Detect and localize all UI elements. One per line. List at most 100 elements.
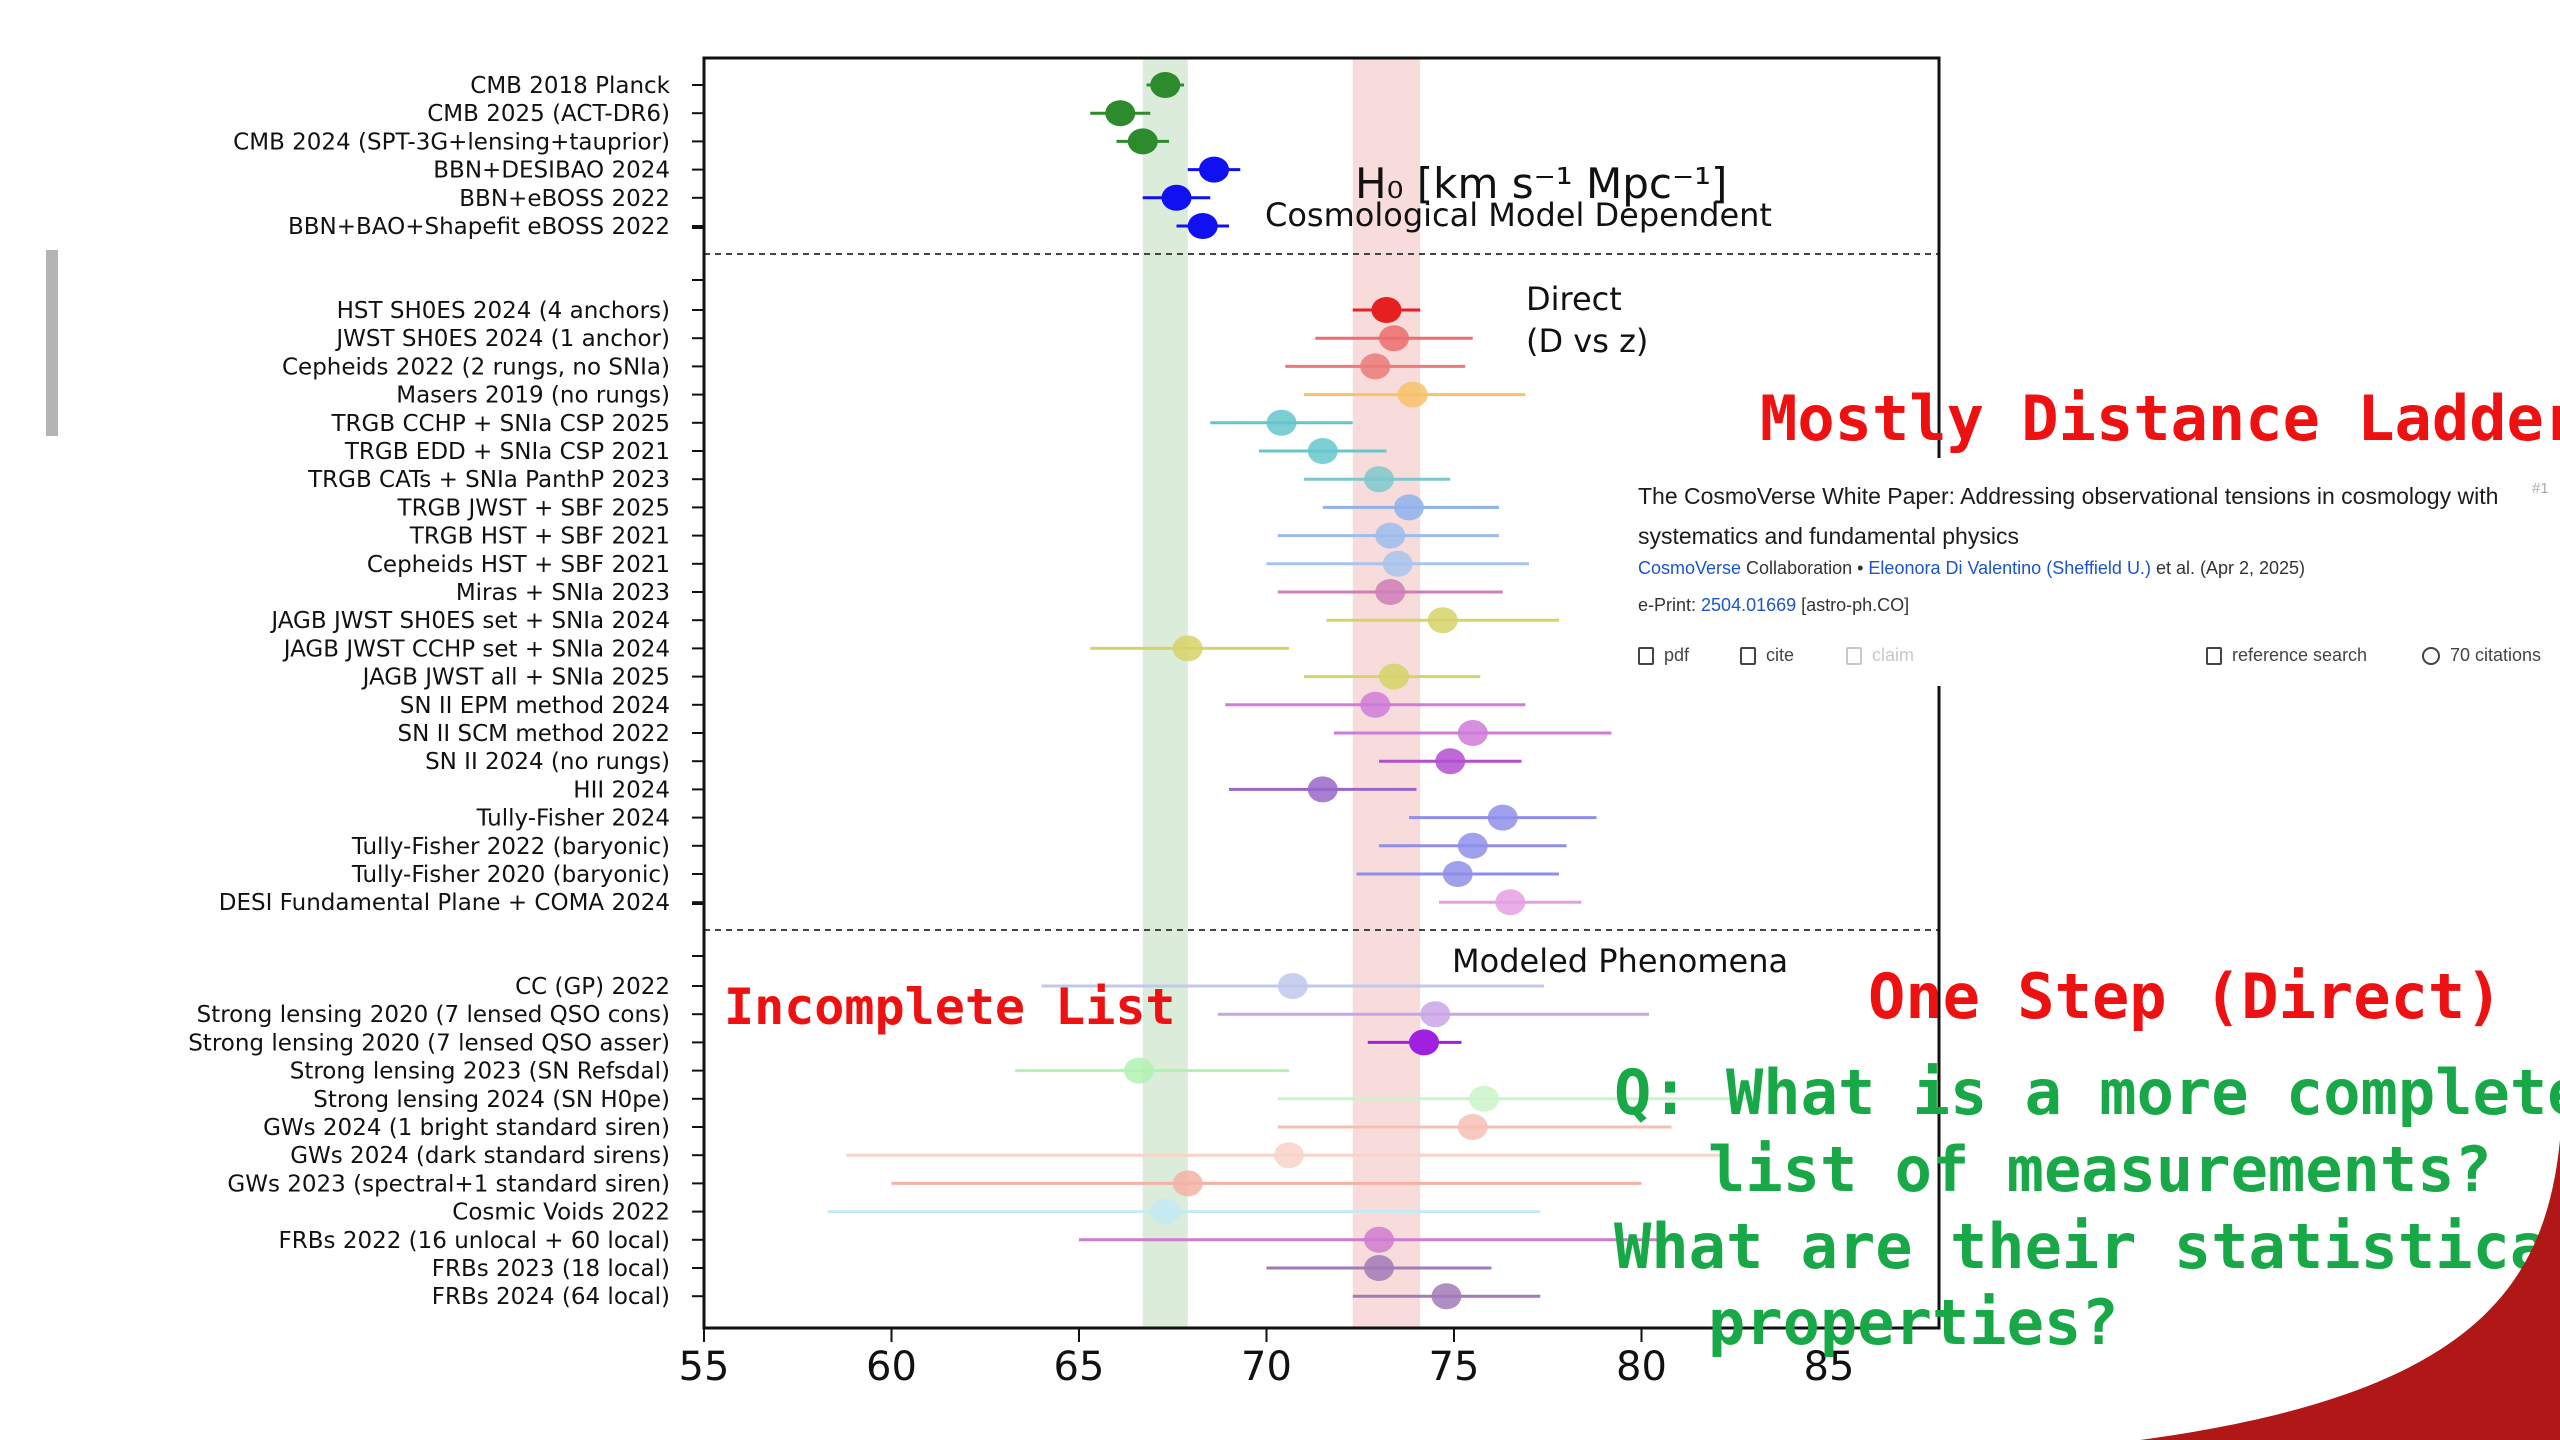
data-point	[1397, 381, 1428, 408]
paper-eprint: e-Print: 2504.01669 [astro-ph.CO]	[1638, 595, 1909, 616]
data-point	[1487, 804, 1518, 831]
measurement-label: Cepheids HST + SBF 2021	[367, 552, 670, 578]
measurement-label: Cosmic Voids 2022	[452, 1200, 670, 1226]
collaboration-link[interactable]: CosmoVerse	[1638, 558, 1742, 578]
reference-search-button[interactable]: reference search	[2206, 645, 2367, 666]
measurement-label: TRGB JWST + SBF 2025	[397, 495, 670, 521]
data-point	[1307, 438, 1338, 464]
data-point	[1409, 1029, 1439, 1056]
data-point	[1457, 1114, 1488, 1140]
data-point	[1382, 550, 1413, 577]
affiliation-link[interactable]: (Sheffield U.)	[2046, 558, 2151, 578]
measurement-label: BBN+BAO+Shapefit eBOSS 2022	[288, 214, 670, 240]
data-point	[1457, 832, 1488, 859]
data-point	[1199, 156, 1229, 183]
data-point	[1172, 635, 1203, 662]
pdf-button[interactable]: pdf	[1638, 645, 1689, 666]
data-point	[1427, 607, 1458, 634]
measurement-label: FRBs 2024 (64 local)	[432, 1284, 670, 1310]
paper-authors: CosmoVerse Collaboration • Eleonora Di V…	[1638, 558, 2305, 579]
measurement-label: GWs 2024 (1 bright standard siren)	[263, 1115, 670, 1141]
cite-icon	[1740, 647, 1756, 665]
question-line-1: Q: What is a more complete	[1614, 1056, 2560, 1129]
scrollbar[interactable]	[46, 250, 58, 436]
measurement-label: Strong lensing 2020 (7 lensed QSO cons)	[197, 1002, 670, 1028]
reference-band-1	[1352, 58, 1421, 1328]
measurement-label: TRGB EDD + SNIa CSP 2021	[344, 439, 670, 465]
data-point	[1364, 466, 1394, 493]
data-point	[1277, 973, 1308, 999]
pdf-icon	[1638, 647, 1654, 665]
data-point	[1371, 297, 1402, 323]
section-labels: H₀ [km s⁻¹ Mpc⁻¹]Cosmological Model Depe…	[1265, 159, 1788, 980]
collaboration-suffix: Collaboration •	[1741, 558, 1869, 578]
x-tick-label: 60	[866, 1344, 917, 1390]
data-point	[1379, 663, 1409, 690]
reference-bands	[1142, 58, 1421, 1328]
data-point	[1161, 184, 1192, 211]
data-point	[1375, 522, 1406, 549]
claim-button[interactable]: claim	[1846, 645, 1914, 666]
measurement-label: TRGB CATs + SNIa PanthP 2023	[307, 467, 670, 493]
measurement-label: FRBs 2023 (18 local)	[432, 1256, 670, 1282]
measurement-label: Miras + SNIa 2023	[456, 580, 670, 606]
data-point	[1150, 72, 1181, 98]
measurement-label: JWST SH0ES 2024 (1 anchor)	[334, 326, 670, 352]
paper-title[interactable]: The CosmoVerse White Paper: Addressing o…	[1638, 483, 2499, 549]
measurement-label: BBN+DESIBAO 2024	[433, 158, 670, 184]
x-tick-label: 65	[1054, 1344, 1105, 1390]
incomplete-list-annotation: Incomplete List	[724, 978, 1176, 1036]
data-point	[1394, 494, 1424, 521]
data-point	[1442, 861, 1473, 887]
section-dividers	[704, 253, 1939, 931]
reference-search-icon	[2206, 647, 2222, 665]
plot-frame	[702, 56, 1941, 1330]
x-tick-label: 80	[1616, 1344, 1667, 1390]
citations-button[interactable]: 70 citations	[2422, 645, 2541, 666]
data-point	[1127, 128, 1158, 155]
x-tick-label: 75	[1429, 1344, 1480, 1390]
section-label: Modeled Phenomena	[1452, 942, 1788, 980]
data-point	[1307, 776, 1338, 803]
measurement-label: JAGB JWST all + SNIa 2025	[361, 665, 670, 691]
citations-icon	[2422, 647, 2440, 665]
cite-button[interactable]: cite	[1740, 645, 1794, 666]
measurement-label: SN II SCM method 2022	[398, 721, 670, 747]
author-link[interactable]: Eleonora Di Valentino	[1868, 558, 2042, 578]
section-label: H₀ [km s⁻¹ Mpc⁻¹]	[1355, 159, 1727, 208]
reference-band-0	[1142, 58, 1188, 1328]
measurement-label: TRGB HST + SBF 2021	[409, 524, 670, 550]
data-point	[1495, 889, 1526, 916]
measurement-label: Tully-Fisher 2022 (baryonic)	[351, 834, 670, 860]
corner-decoration	[2140, 1140, 2560, 1440]
measurement-label: SN II 2024 (no rungs)	[425, 749, 670, 775]
paper-card: The CosmoVerse White Paper: Addressing o…	[1622, 458, 2560, 686]
measurement-label: Cepheids 2022 (2 rungs, no SNIa)	[282, 354, 670, 380]
section-label: (D vs z)	[1526, 322, 1648, 360]
data-point	[1457, 720, 1488, 746]
data-point	[1364, 1226, 1394, 1253]
measurement-label: HST SH0ES 2024 (4 anchors)	[337, 298, 670, 324]
section-label: Direct	[1526, 280, 1622, 318]
data-point	[1172, 1170, 1203, 1197]
measurement-label: SN II EPM method 2024	[400, 693, 670, 719]
data-point	[1274, 1142, 1304, 1169]
eprint-prefix: e-Print:	[1638, 595, 1702, 615]
measurement-label: Tully-Fisher 2024	[476, 806, 670, 832]
x-tick-label: 85	[1804, 1344, 1855, 1390]
data-point	[1360, 353, 1391, 380]
claim-icon	[1846, 647, 1862, 665]
measurement-label: CMB 2018 Planck	[470, 73, 670, 99]
measurement-label: Strong lensing 2020 (7 lensed QSO asser)	[188, 1030, 670, 1056]
measurement-label: HII 2024	[573, 777, 670, 803]
eprint-link[interactable]: 2504.01669	[1701, 595, 1797, 615]
measurement-label: GWs 2024 (dark standard sirens)	[290, 1143, 670, 1169]
measurement-label: TRGB CCHP + SNIa CSP 2025	[331, 411, 671, 437]
measurement-label: GWs 2023 (spectral+1 standard siren)	[227, 1171, 670, 1197]
x-axis: 55 60 65 70 75 80 85	[679, 84, 1855, 1390]
author-suffix: et al. (Apr 2, 2025)	[2150, 558, 2306, 578]
measurement-label: CC (GP) 2022	[515, 974, 670, 1000]
x-tick-label: 55	[679, 1344, 730, 1390]
